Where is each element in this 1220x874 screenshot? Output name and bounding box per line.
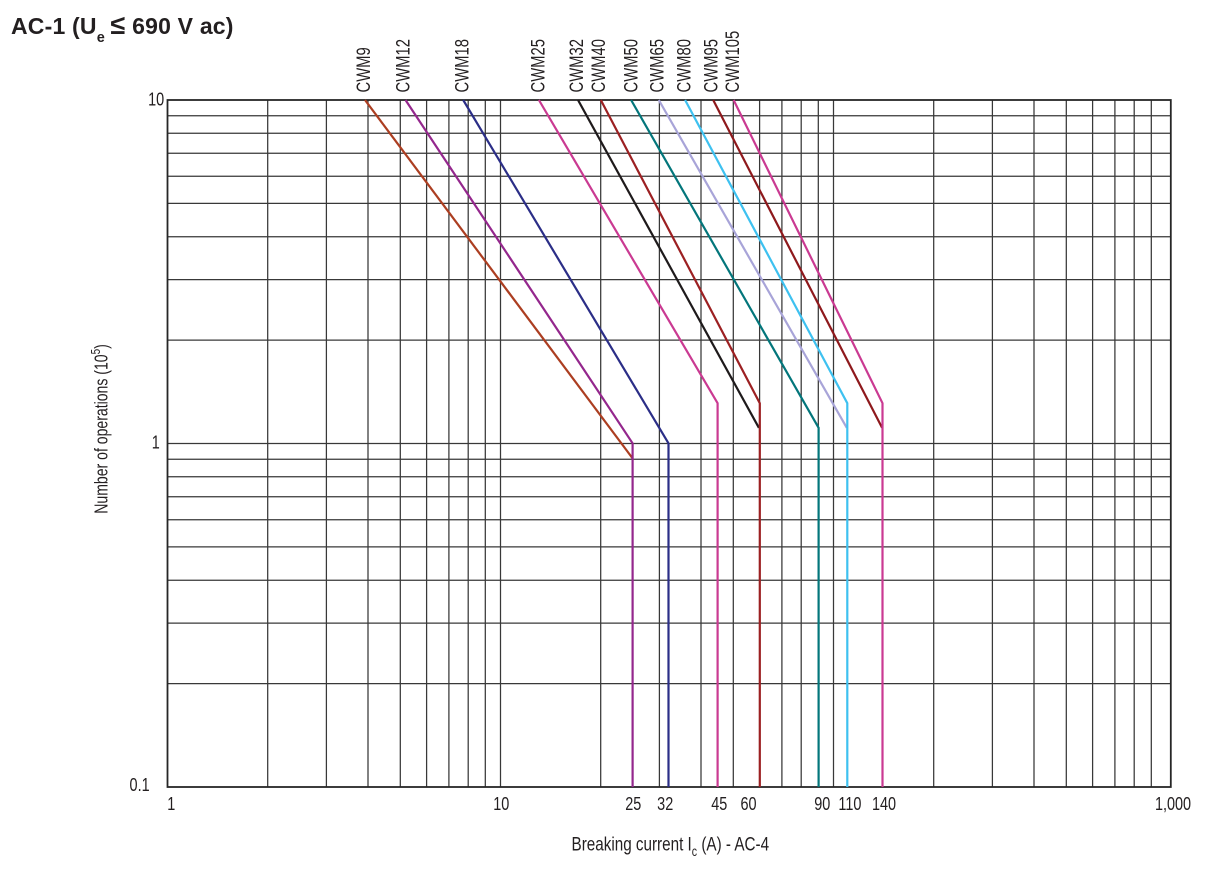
svg-text:CWM50: CWM50 [621,39,642,92]
svg-text:60: 60 [740,793,756,814]
svg-text:CWM105: CWM105 [723,31,744,93]
svg-text:CWM9: CWM9 [354,47,375,92]
svg-text:10: 10 [148,89,164,110]
svg-text:1: 1 [167,793,175,814]
svg-text:110: 110 [838,793,861,814]
svg-text:CWM40: CWM40 [588,39,609,92]
svg-text:1,000: 1,000 [1155,793,1191,814]
svg-text:Breaking current Ic (A) - AC-4: Breaking current Ic (A) - AC-4 [572,833,770,860]
svg-text:0.1: 0.1 [130,774,150,795]
svg-text:90: 90 [814,793,830,814]
svg-text:25: 25 [625,793,641,814]
svg-text:10: 10 [493,793,509,814]
svg-text:CWM12: CWM12 [393,39,414,92]
svg-text:CWM80: CWM80 [674,39,695,92]
svg-text:CWM65: CWM65 [647,39,668,92]
svg-text:45: 45 [711,793,727,814]
svg-text:1: 1 [152,432,160,453]
svg-text:32: 32 [657,793,673,814]
svg-text:CWM95: CWM95 [701,39,722,92]
svg-text:140: 140 [872,793,896,814]
svg-text:CWM18: CWM18 [452,39,473,92]
svg-text:CWM25: CWM25 [528,39,549,92]
svg-text:Number of operations (105): Number of operations (105) [90,344,112,514]
svg-text:CWM32: CWM32 [566,39,587,92]
